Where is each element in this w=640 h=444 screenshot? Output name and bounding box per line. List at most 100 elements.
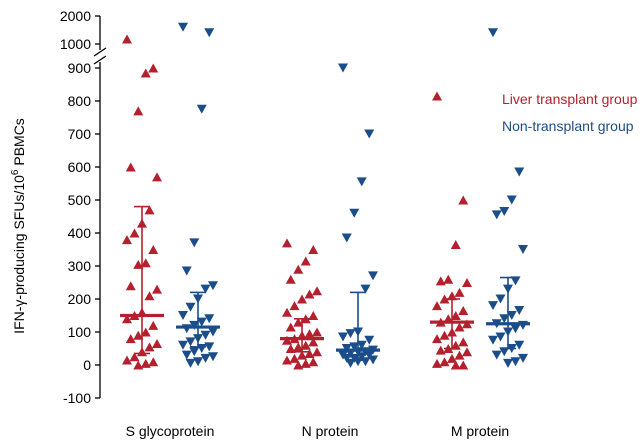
liver-transplant-point — [308, 357, 319, 367]
liver-transplant-point — [137, 307, 147, 317]
liver-transplant-point — [140, 68, 151, 78]
liver-transplant-point — [122, 34, 132, 44]
liver-transplant-point — [129, 311, 140, 320]
y-tick-label: 400 — [68, 225, 92, 241]
non-transplant-point — [488, 28, 498, 38]
non-transplant-point — [341, 353, 352, 363]
liver-transplant-point — [293, 360, 304, 370]
liver-transplant-point — [300, 256, 311, 266]
legend: Liver transplant group Non-transplant gro… — [502, 91, 638, 134]
liver-transplant-point — [282, 307, 292, 317]
non-transplant-point — [338, 63, 348, 73]
liver-transplant-point — [129, 228, 140, 238]
liver-transplant-point — [435, 345, 446, 355]
liver-transplant-point — [447, 291, 457, 301]
non-transplant-point — [510, 276, 521, 286]
liver-transplant-point — [282, 238, 292, 248]
liver-transplant-point — [152, 284, 162, 294]
liver-transplant-point — [125, 162, 136, 172]
liver-transplant-point — [432, 91, 442, 101]
liver-transplant-point — [133, 360, 144, 370]
liver-transplant-point — [285, 344, 296, 353]
non-transplant-point — [338, 332, 348, 342]
liver-transplant-point — [458, 337, 469, 347]
non-transplant-point — [503, 327, 513, 337]
liver-transplant-point — [462, 319, 472, 329]
liver-transplant-point — [133, 106, 144, 116]
liver-transplant-point — [432, 301, 442, 311]
liver-transplant-point — [140, 327, 151, 337]
liver-transplant-point — [129, 352, 140, 362]
liver-transplant-point — [312, 347, 322, 357]
non-transplant-point — [514, 340, 525, 350]
liver-transplant-point — [304, 329, 315, 339]
non-transplant-point — [208, 281, 218, 291]
non-transplant-point — [178, 311, 188, 320]
non-transplant-point — [200, 353, 211, 363]
non-transplant-point — [345, 348, 356, 358]
non-transplant-point — [518, 353, 528, 363]
non-transplant-point — [364, 350, 375, 360]
non-transplant-point — [189, 347, 200, 357]
non-transplant-point — [364, 335, 375, 345]
liver-transplant-point — [133, 330, 144, 340]
liver-transplant-point — [454, 322, 465, 332]
non-transplant-point — [181, 266, 192, 276]
y-tick-label: 100 — [68, 324, 92, 340]
liver-transplant-point — [308, 245, 319, 254]
liver-transplant-point — [458, 306, 469, 316]
non-transplant-point — [181, 350, 192, 360]
non-transplant-point — [193, 334, 203, 344]
liver-transplant-point — [140, 358, 151, 368]
liver-transplant-point — [435, 276, 446, 286]
non-transplant-point — [364, 129, 375, 139]
non-transplant-point — [518, 320, 528, 330]
liver-transplant-point — [443, 314, 454, 324]
y-tick-label: 600 — [68, 159, 92, 175]
y-tick-label: 800 — [68, 93, 92, 109]
liver-transplant-point — [447, 353, 457, 363]
non-transplant-point — [491, 319, 502, 329]
liver-transplant-point — [148, 357, 159, 367]
non-transplant-point — [510, 357, 521, 367]
non-transplant-point — [499, 207, 510, 217]
liver-transplant-point — [122, 355, 132, 365]
y-axis-label: IFN-γ-producing SFUs/106 PBMCs — [10, 118, 27, 334]
y-axis-label-unit: PBMCs — [11, 118, 27, 169]
liver-transplant-point — [450, 360, 461, 370]
non-transplant-point — [204, 314, 215, 324]
non-transplant-point — [208, 352, 218, 362]
liver-transplant-point — [454, 350, 465, 360]
non-transplant-point — [200, 330, 211, 340]
liver-transplant-point — [432, 334, 442, 344]
liver-transplant-point — [450, 240, 461, 250]
liver-transplant-point — [308, 337, 319, 347]
liver-transplant-point — [125, 281, 136, 291]
liver-transplant-point — [289, 353, 300, 363]
liver-transplant-point — [304, 289, 315, 299]
non-transplant-point — [189, 320, 200, 330]
non-transplant-point — [353, 327, 363, 337]
liver-transplant-point — [462, 278, 472, 287]
liver-transplant-point — [450, 340, 461, 350]
non-transplant-point — [514, 306, 525, 316]
data-points — [122, 22, 528, 370]
liver-transplant-point — [443, 344, 454, 353]
y-axis-ticks: -100 0 100 200 300 400 500 600 700 800 900 1000 2000 — [60, 8, 100, 406]
y-tick-label: 700 — [68, 126, 92, 142]
non-transplant-point — [204, 28, 215, 38]
non-transplant-point — [196, 344, 207, 353]
y-axis-label-exponent: 6 — [10, 169, 21, 175]
non-transplant-point — [495, 294, 506, 304]
non-transplant-point — [368, 355, 378, 365]
non-transplant-point — [193, 357, 203, 367]
category-label: M protein — [451, 423, 509, 439]
y-tick-label: 200 — [68, 291, 92, 307]
non-transplant-point — [356, 177, 367, 187]
liver-transplant-point — [144, 342, 155, 352]
non-transplant-point — [178, 340, 188, 350]
liver-transplant-point — [435, 317, 446, 327]
liver-transplant-point — [439, 357, 450, 367]
liver-transplant-point — [137, 218, 147, 228]
